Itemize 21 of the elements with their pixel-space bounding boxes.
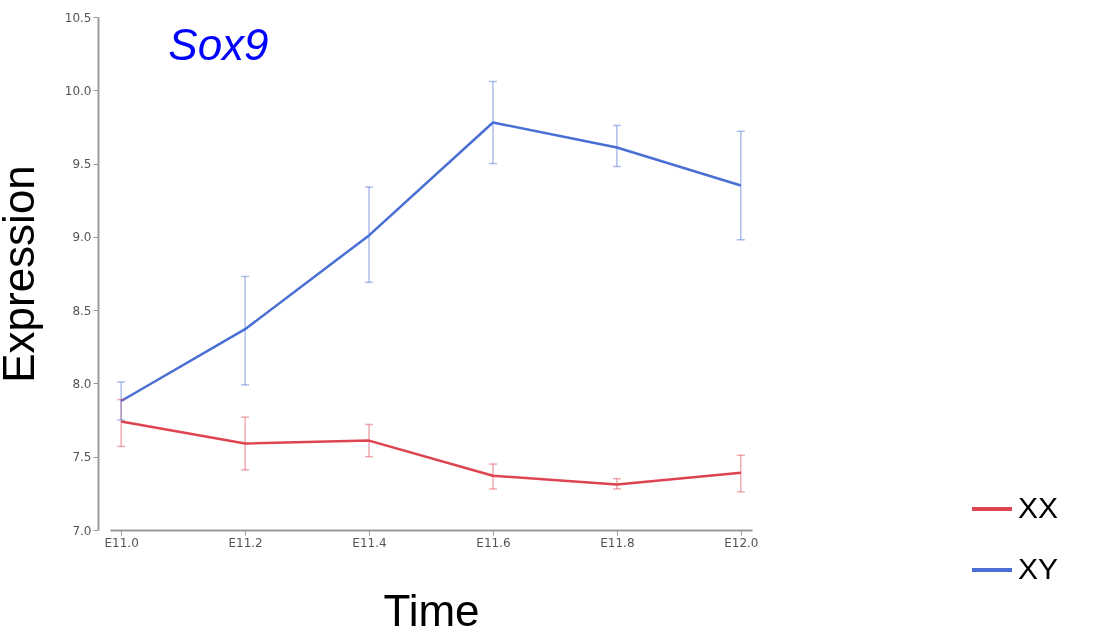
line-series bbox=[119, 121, 743, 403]
y-tick-label: 7.0 bbox=[72, 523, 92, 538]
chart-title: Sox9 bbox=[168, 20, 269, 69]
x-tick-label: E11.2 bbox=[228, 535, 263, 550]
y-tick-label: 10.0 bbox=[64, 83, 92, 98]
x-tick-label: E11.8 bbox=[600, 535, 635, 550]
x-tick-label: E12.0 bbox=[724, 535, 759, 550]
x-tick-label: E11.0 bbox=[104, 535, 139, 550]
y-tick-label: 9.0 bbox=[72, 230, 92, 245]
x-axis-title: Time bbox=[383, 585, 480, 635]
x-tick-label: E11.4 bbox=[352, 535, 387, 550]
legend-label: XX bbox=[1018, 491, 1059, 524]
y-tick-label: 10.5 bbox=[64, 10, 92, 25]
legend-label: XY bbox=[1018, 552, 1059, 585]
y-tick-label: 8.0 bbox=[72, 376, 92, 391]
y-tick-label: 7.5 bbox=[72, 450, 92, 465]
x-tick-label: E11.6 bbox=[476, 535, 511, 550]
y-axis-title: Expression bbox=[0, 165, 43, 383]
y-tick-label: 9.5 bbox=[72, 157, 92, 172]
y-tick-label: 8.5 bbox=[72, 303, 92, 318]
line-series bbox=[119, 420, 743, 486]
